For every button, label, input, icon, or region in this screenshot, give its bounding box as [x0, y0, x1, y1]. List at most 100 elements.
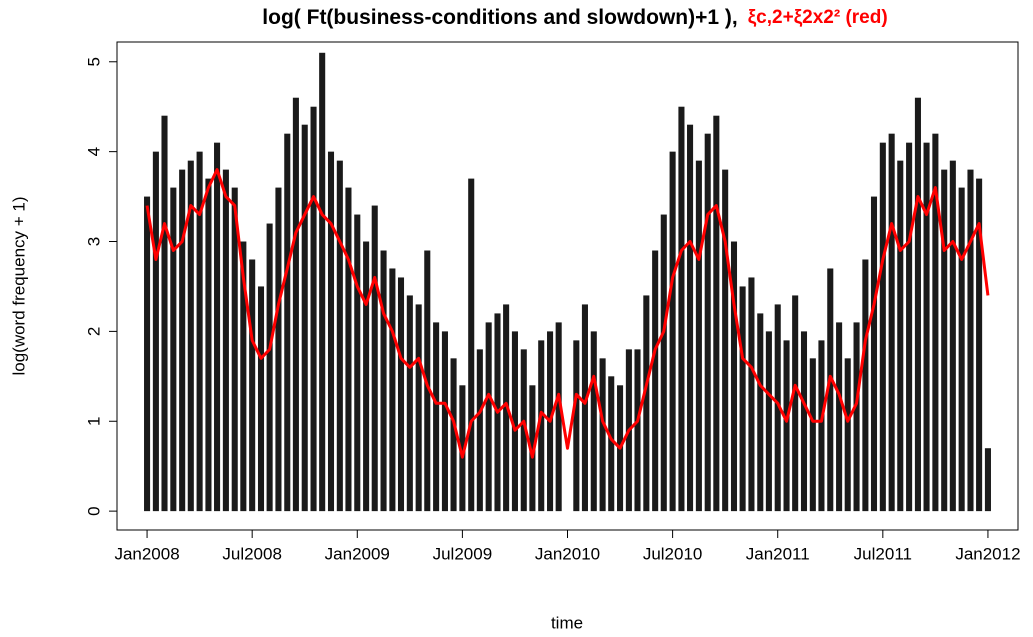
bar: [853, 322, 860, 512]
bar: [862, 259, 869, 512]
bar: [765, 331, 772, 512]
bar: [371, 205, 378, 512]
bar: [695, 160, 702, 512]
y-tick-label: 5: [84, 57, 103, 66]
bar: [976, 178, 983, 512]
x-tick-label: Jul2010: [643, 544, 703, 563]
bar: [319, 52, 326, 512]
bar: [906, 142, 913, 512]
bar: [433, 322, 440, 512]
bar: [476, 349, 483, 512]
bar: [879, 142, 886, 512]
bar: [949, 160, 956, 512]
bar: [292, 97, 299, 512]
bar: [704, 133, 711, 512]
bar: [722, 169, 729, 512]
bar: [792, 295, 799, 512]
y-tick-label: 3: [84, 237, 103, 246]
bar: [214, 142, 221, 512]
bar: [485, 322, 492, 512]
bar: [301, 124, 308, 512]
bar: [511, 331, 518, 512]
bar: [152, 151, 159, 512]
bar: [844, 358, 851, 512]
bar: [836, 322, 843, 512]
bar: [643, 295, 650, 512]
chart-title: log( Ft(business-conditions and slowdown…: [262, 6, 887, 29]
bar: [144, 196, 151, 512]
bar: [415, 304, 422, 512]
x-tick-label: Jan2012: [955, 544, 1020, 563]
bar: [687, 124, 694, 512]
y-tick-label: 2: [84, 327, 103, 336]
bar: [354, 214, 361, 512]
bar: [266, 223, 273, 512]
bar: [739, 286, 746, 512]
bar: [529, 385, 536, 512]
bar: [573, 340, 580, 512]
bar: [967, 169, 974, 512]
bar: [310, 106, 317, 512]
x-axis-label: time: [551, 613, 583, 632]
bar: [538, 340, 545, 512]
bar: [827, 268, 834, 512]
y-tick-label: 0: [84, 506, 103, 515]
bar: [345, 187, 352, 512]
bar: [809, 358, 816, 512]
line: [145, 168, 990, 459]
bar: [397, 277, 405, 512]
bar: [275, 187, 282, 512]
bar: [888, 133, 895, 512]
bar: [634, 349, 641, 512]
bar: [336, 160, 343, 512]
bar: [669, 151, 676, 512]
bar: [941, 169, 948, 512]
bar: [590, 331, 597, 512]
bar: [581, 304, 588, 512]
bar: [450, 358, 457, 512]
x-tick-label: Jan2010: [535, 544, 600, 563]
bar: [783, 340, 790, 512]
bar: [958, 187, 965, 512]
bar: [284, 133, 291, 512]
bar: [257, 286, 265, 512]
bar: [730, 241, 738, 512]
bar: [748, 277, 755, 512]
bar: [406, 295, 413, 512]
title-note: ξc,2+ξ2x2² (red): [748, 7, 888, 28]
bar: [520, 349, 527, 512]
bar: [205, 178, 212, 512]
x-tick-label: Jan2008: [114, 544, 179, 563]
bar: [652, 250, 659, 512]
y-axis-label: log(word frequency + 1): [9, 196, 28, 375]
bar: [240, 241, 247, 512]
y-tick-label: 1: [84, 417, 103, 426]
title-main: log( Ft(business-conditions and slowdown…: [262, 6, 737, 29]
bar: [932, 133, 939, 512]
bar: [249, 259, 256, 512]
bar: [161, 115, 168, 512]
bar: [660, 214, 667, 512]
bar: [774, 304, 781, 512]
x-tick-label: Jul2011: [854, 544, 912, 563]
bar: [363, 241, 370, 512]
y-tick-label: 4: [84, 147, 103, 156]
bar: [231, 187, 238, 512]
bar: [327, 151, 335, 512]
bar: [870, 196, 878, 512]
bar: [757, 313, 764, 512]
bar: [380, 250, 387, 512]
bar: [800, 331, 808, 512]
bar: [599, 358, 606, 512]
bar: [678, 106, 685, 512]
bar: [441, 331, 448, 512]
bar: [923, 142, 930, 512]
bar: [389, 268, 396, 512]
bar: [555, 322, 562, 512]
x-tick-label: Jul2008: [222, 544, 282, 563]
x-tick-label: Jan2011: [746, 544, 810, 563]
bar: [170, 187, 177, 512]
bar: [459, 385, 466, 512]
bar: [984, 448, 991, 512]
